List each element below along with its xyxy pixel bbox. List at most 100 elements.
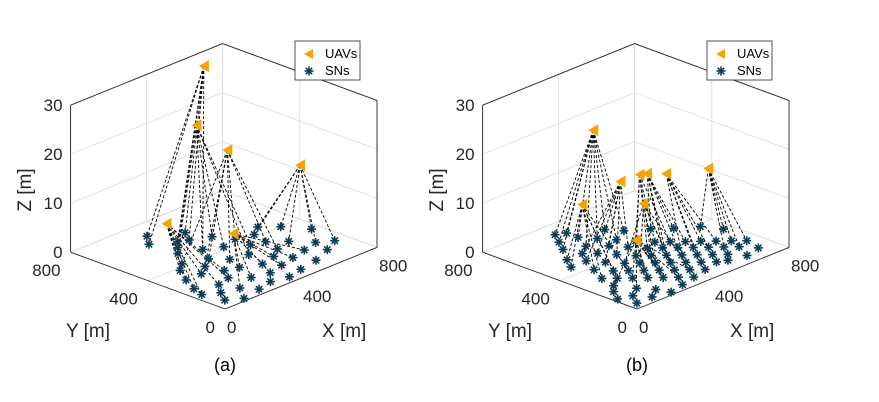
sn-marker — [593, 248, 603, 258]
sn-marker — [144, 239, 154, 249]
sn-marker — [635, 258, 645, 268]
sn-marker — [246, 240, 256, 250]
sn-marker — [311, 237, 321, 247]
link-line — [592, 130, 617, 240]
sn-marker — [696, 236, 706, 246]
sn-marker — [619, 226, 629, 236]
sn-marker — [284, 272, 294, 282]
sn-marker — [708, 250, 718, 260]
sn-marker — [184, 235, 194, 245]
sn-marker — [597, 273, 607, 283]
link-line — [581, 181, 621, 254]
link-line — [665, 173, 702, 242]
uav-marker — [634, 168, 645, 181]
sn-marker — [643, 273, 653, 283]
sn-marker — [677, 250, 687, 260]
x-axis-label-a: X [m] — [322, 321, 366, 342]
legend-b: UAVs SNs — [706, 40, 773, 81]
sn-marker — [650, 258, 660, 268]
y-tick-label: 0 — [206, 318, 215, 337]
link-line — [166, 223, 220, 285]
sn-marker — [726, 236, 736, 246]
uav-marker — [198, 60, 209, 73]
caption-b: (b) — [626, 355, 648, 375]
y-tick-label: 800 — [32, 261, 60, 280]
z-tick-label: 30 — [44, 96, 63, 115]
uav-marker — [615, 175, 626, 188]
link-line — [581, 204, 595, 270]
link-line — [707, 168, 748, 241]
sn-marker — [265, 277, 275, 287]
link-line — [665, 173, 694, 248]
link-line — [181, 149, 228, 264]
uav-marker — [588, 124, 599, 137]
link-lines-b — [554, 130, 748, 289]
link-line — [581, 204, 629, 271]
uav-marker — [642, 167, 653, 180]
link-line — [166, 223, 225, 271]
link-line — [592, 130, 598, 239]
sn-marker — [651, 284, 661, 294]
link-line — [554, 130, 594, 235]
uav-marker — [577, 198, 588, 211]
link-line — [635, 239, 664, 278]
uav-marker — [638, 197, 649, 210]
z-axis-label-b: Z [m] — [427, 168, 448, 211]
sn-marker — [196, 269, 206, 279]
link-line — [707, 168, 724, 230]
sn-marker — [330, 236, 340, 246]
caption-a: (a) — [214, 355, 236, 375]
sn-marker — [658, 273, 668, 282]
link-line — [646, 173, 675, 229]
link-line — [646, 173, 652, 229]
z-tick-label: 10 — [44, 194, 63, 213]
sn-marker — [261, 237, 271, 247]
legend-a: UAVs SNs — [294, 40, 361, 81]
sn-marker — [265, 268, 275, 278]
link-line — [196, 125, 225, 247]
sn-marker — [688, 242, 698, 252]
sn-marker — [272, 244, 282, 254]
link-line — [632, 240, 637, 279]
sn-marker — [611, 235, 621, 245]
sn-marker — [628, 291, 638, 301]
sn-marker — [719, 224, 728, 234]
legend-sn-marker-b — [716, 66, 726, 76]
sn-marker — [225, 254, 235, 264]
sn-marker — [558, 244, 568, 254]
link-line — [639, 203, 644, 264]
sn-marker — [665, 237, 675, 247]
link-line — [226, 150, 231, 260]
sn-marker — [220, 295, 230, 305]
sn-marker — [681, 257, 691, 267]
legend-sn-marker-a — [304, 66, 314, 76]
sn-marker — [254, 284, 264, 294]
sn-marker — [628, 273, 638, 283]
sn-marker — [620, 258, 630, 268]
sn-marker — [550, 230, 560, 240]
sn-marker — [296, 264, 306, 274]
sn-marker — [677, 280, 687, 290]
link-line — [166, 223, 202, 275]
sn-marker — [600, 257, 610, 267]
sn-marker — [711, 236, 721, 246]
sn-marker — [612, 250, 622, 260]
x-tick-label: 400 — [303, 287, 331, 306]
link-line — [233, 233, 274, 257]
link-line — [148, 65, 205, 245]
axis-y-line — [482, 251, 638, 310]
z-tick-label: 10 — [456, 194, 475, 213]
sn-marker — [600, 225, 610, 235]
link-line — [566, 204, 583, 260]
link-line — [566, 130, 594, 234]
x-tick-label: 0 — [227, 318, 236, 337]
link-line — [585, 130, 594, 247]
sn-marker — [216, 288, 226, 298]
sn-markers-a — [142, 222, 340, 305]
sn-marker — [277, 260, 287, 270]
link-line — [233, 233, 294, 259]
sn-marker — [592, 234, 602, 244]
sn-marker — [253, 222, 263, 232]
sn-marker — [173, 248, 183, 258]
